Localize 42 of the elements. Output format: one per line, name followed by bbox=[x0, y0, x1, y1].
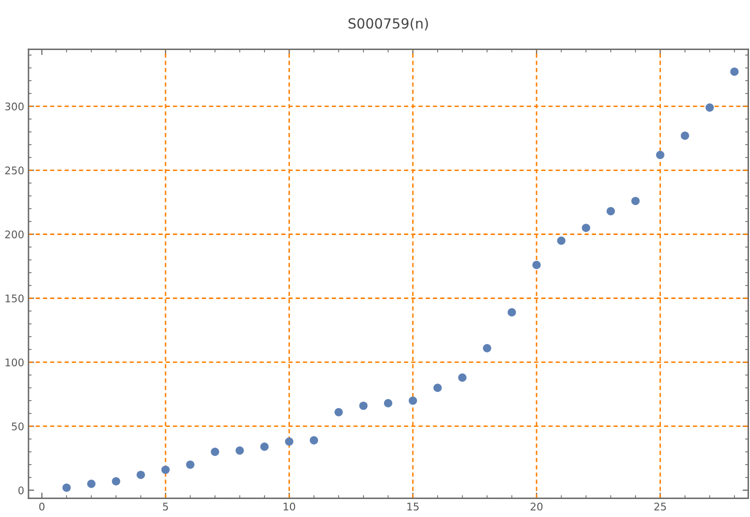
point bbox=[186, 460, 194, 469]
point bbox=[384, 399, 392, 408]
point bbox=[631, 196, 640, 206]
y-tick-label: 0 bbox=[18, 486, 24, 494]
y-tick-label: 250 bbox=[5, 166, 24, 174]
x-tick-label: 15 bbox=[407, 502, 419, 511]
x-tick-label: 10 bbox=[284, 502, 296, 511]
chart-title: S000759(n) bbox=[348, 18, 428, 30]
point bbox=[161, 466, 170, 474]
point bbox=[136, 470, 145, 480]
point bbox=[730, 68, 739, 76]
point bbox=[482, 344, 492, 352]
point bbox=[334, 408, 343, 416]
point bbox=[285, 437, 294, 446]
point bbox=[408, 396, 418, 405]
x-tick-label: 0 bbox=[39, 502, 44, 511]
point bbox=[210, 448, 220, 456]
point bbox=[112, 477, 120, 486]
point bbox=[260, 442, 269, 451]
y-tick-label: 150 bbox=[6, 294, 24, 302]
x-tick-label: 25 bbox=[654, 502, 666, 511]
point bbox=[557, 236, 566, 245]
y-tick-label: 200 bbox=[5, 230, 24, 238]
point bbox=[433, 384, 442, 392]
x-tick-label: 20 bbox=[530, 502, 542, 511]
point bbox=[680, 132, 690, 140]
point bbox=[706, 103, 714, 112]
point bbox=[508, 308, 516, 316]
point bbox=[62, 483, 71, 492]
point bbox=[236, 446, 244, 455]
point bbox=[532, 260, 541, 270]
point bbox=[310, 436, 318, 444]
y-tick-label: 300 bbox=[5, 102, 24, 110]
point bbox=[656, 150, 664, 160]
x-tick-label: 5 bbox=[163, 502, 168, 511]
point bbox=[458, 373, 467, 382]
point bbox=[359, 402, 368, 410]
point bbox=[606, 207, 615, 216]
point bbox=[87, 480, 96, 488]
y-tick-label: 100 bbox=[6, 358, 24, 366]
point bbox=[582, 224, 590, 232]
y-tick-label: 50 bbox=[12, 422, 24, 430]
